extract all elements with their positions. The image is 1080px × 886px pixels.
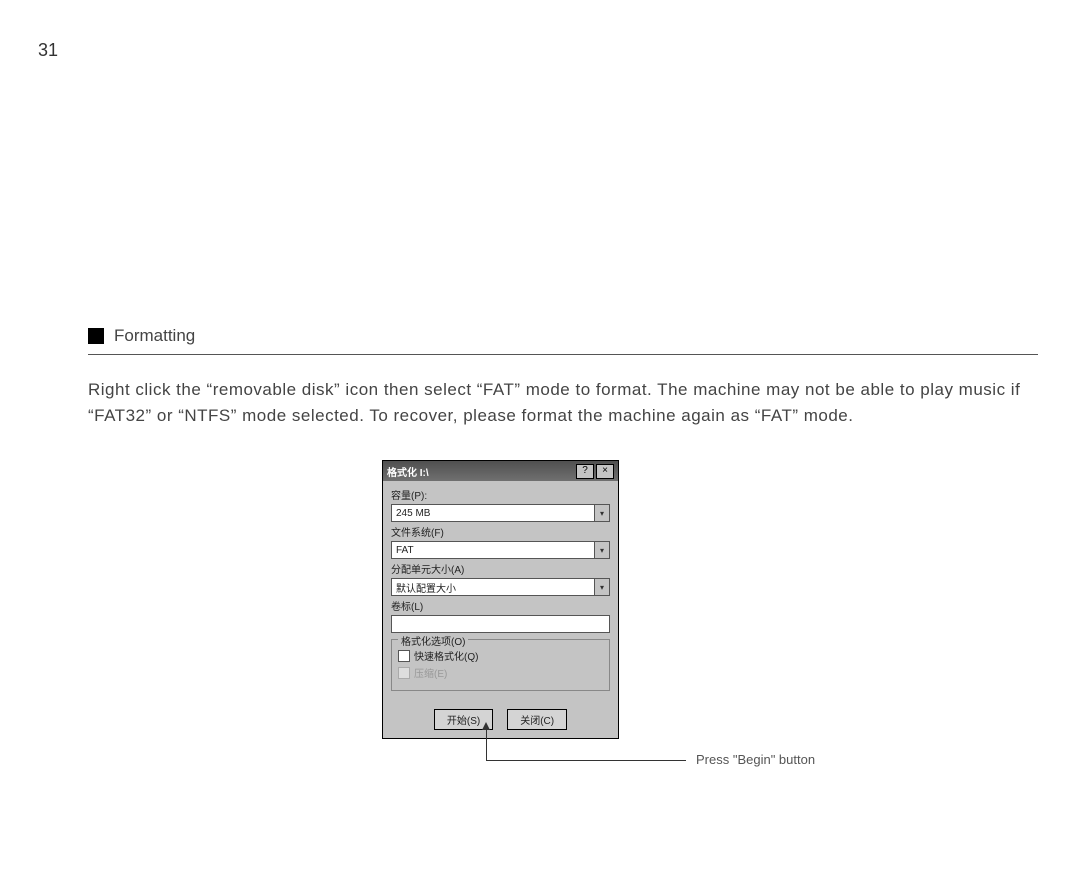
page-number: 31 <box>38 40 58 61</box>
capacity-select[interactable]: 245 MB ▾ <box>391 504 610 522</box>
compress-label: 压缩(E) <box>414 665 447 680</box>
dialog-body: 容量(P): 245 MB ▾ 文件系统(F) FAT ▾ 分配单元大小(A) … <box>383 481 618 738</box>
body-text: Right click the “removable disk” icon th… <box>88 377 1038 429</box>
filesystem-label: 文件系统(F) <box>391 524 610 539</box>
checkbox-icon <box>398 667 410 679</box>
compress-checkbox: 压缩(E) <box>398 665 603 680</box>
capacity-value: 245 MB <box>392 508 594 519</box>
chevron-down-icon[interactable]: ▾ <box>594 505 609 521</box>
titlebar[interactable]: 格式化 I:\ ? × <box>383 461 618 481</box>
callout-vline <box>486 730 487 760</box>
dialog-title: 格式化 I:\ <box>387 464 574 479</box>
alloc-label: 分配单元大小(A) <box>391 561 610 576</box>
alloc-value: 默认配置大小 <box>392 580 594 595</box>
quick-format-label: 快速格式化(Q) <box>414 648 478 663</box>
chevron-down-icon[interactable]: ▾ <box>594 579 609 595</box>
section-title: Formatting <box>114 326 195 346</box>
close-button[interactable]: × <box>596 464 614 479</box>
arrow-up-icon <box>482 722 490 730</box>
callout-text: Press "Begin" button <box>696 752 815 767</box>
volume-input[interactable] <box>391 615 610 633</box>
format-options-legend: 格式化选项(O) <box>398 633 468 648</box>
filesystem-value: FAT <box>392 545 594 556</box>
filesystem-select[interactable]: FAT ▾ <box>391 541 610 559</box>
section-bullet-icon <box>88 328 104 344</box>
section-header: Formatting <box>88 326 1038 355</box>
capacity-label: 容量(P): <box>391 487 610 502</box>
format-options-group: 格式化选项(O) 快速格式化(Q) 压缩(E) <box>391 639 610 691</box>
quick-format-checkbox[interactable]: 快速格式化(Q) <box>398 648 603 663</box>
formatting-section: Formatting Right click the “removable di… <box>88 326 1038 429</box>
close-dialog-button[interactable]: 关闭(C) <box>507 709 567 730</box>
chevron-down-icon[interactable]: ▾ <box>594 542 609 558</box>
checkbox-icon <box>398 650 410 662</box>
format-dialog: 格式化 I:\ ? × 容量(P): 245 MB ▾ 文件系统(F) FAT … <box>382 460 619 739</box>
help-button[interactable]: ? <box>576 464 594 479</box>
alloc-select[interactable]: 默认配置大小 ▾ <box>391 578 610 596</box>
callout-hline <box>486 760 686 761</box>
dialog-button-row: 开始(S) 关闭(C) <box>391 709 610 730</box>
volume-label: 卷标(L) <box>391 598 610 613</box>
